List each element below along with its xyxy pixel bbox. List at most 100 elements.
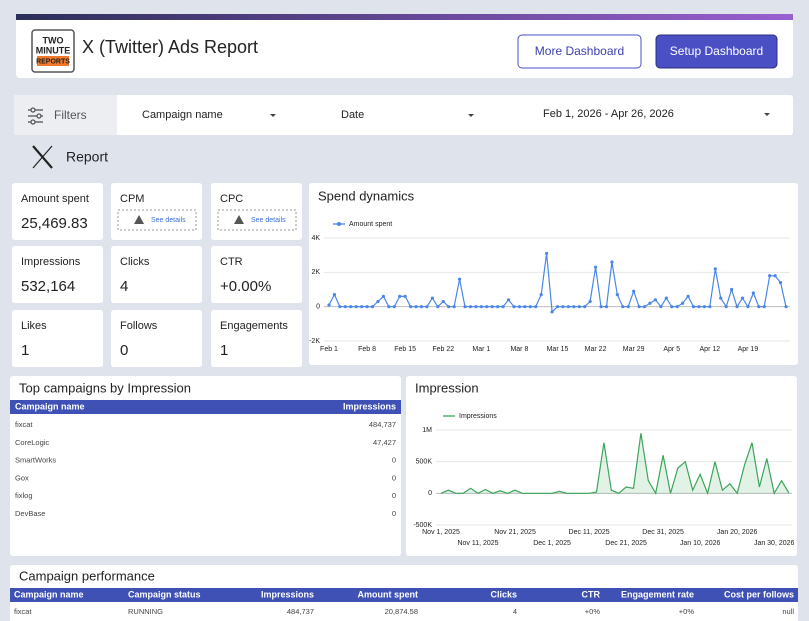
line-marker	[392, 305, 396, 309]
line-marker	[381, 294, 386, 298]
x-tick-label: Dec 21, 2025	[605, 540, 647, 547]
kpi-note: See details	[251, 217, 286, 224]
kpi-value: 0	[120, 342, 128, 359]
x-tick-label: Mar 1	[472, 346, 490, 353]
logo-text: TWO	[43, 35, 64, 45]
x-tick-label: Feb 15	[394, 346, 416, 353]
line-marker	[441, 299, 445, 304]
dropdown-arrow[interactable]	[764, 113, 770, 116]
kpi-card	[211, 246, 302, 303]
line-marker	[414, 305, 418, 309]
line-marker	[762, 305, 766, 309]
line-marker	[419, 305, 424, 309]
line-marker	[534, 305, 538, 309]
line-marker	[496, 305, 500, 309]
line-marker	[354, 305, 358, 309]
line-marker	[370, 305, 375, 309]
table-cell: 484,737	[287, 607, 314, 616]
line-marker	[490, 305, 494, 309]
line-marker	[485, 305, 489, 309]
line-marker	[528, 305, 532, 309]
filter-control[interactable]: Feb 1, 2026 - Apr 26, 2026	[543, 108, 674, 120]
line-marker	[719, 296, 723, 300]
x-tick-label: Jan 10, 2026	[680, 540, 721, 547]
report-title: X (Twitter) Ads Report	[82, 37, 258, 57]
line-marker	[457, 277, 462, 281]
chart-card	[406, 376, 797, 556]
line-marker	[670, 305, 674, 309]
kpi-label: Amount spent	[21, 193, 89, 205]
x-tick-label: Feb 8	[358, 346, 376, 353]
line-marker	[724, 305, 728, 309]
x-tick-label: Dec 11, 2025	[569, 529, 610, 536]
line-marker	[447, 305, 451, 309]
more-dashboard-button[interactable]	[517, 34, 642, 69]
chart-card	[309, 183, 798, 365]
legend-label: Impressions	[459, 413, 497, 420]
line-marker	[545, 251, 549, 256]
line-marker	[577, 305, 581, 309]
setup-dashboard-button[interactable]	[655, 34, 778, 69]
column-header: Impressions	[343, 401, 396, 411]
column-header: Clicks	[490, 589, 517, 599]
line-marker	[566, 305, 570, 309]
line-marker	[778, 281, 783, 285]
line-marker	[653, 298, 658, 302]
table-cell: fixlog	[15, 491, 33, 500]
table-cell: 0	[392, 491, 396, 500]
y-tick-label: 0	[316, 304, 320, 311]
table-cell: SmartWorks	[15, 456, 56, 465]
x-tick-label: Nov 21, 2025	[494, 529, 536, 536]
table-cell: fixcat	[14, 607, 32, 616]
kpi-value: +0.00%	[220, 278, 271, 295]
line-marker	[583, 305, 587, 309]
line-marker	[751, 291, 755, 295]
filter-control[interactable]: Date	[341, 109, 364, 121]
line-marker	[746, 305, 750, 309]
table-card	[10, 376, 401, 556]
table-cell: +0%	[585, 607, 601, 616]
kpi-label: Clicks	[120, 256, 150, 268]
y-tick-label: -500K	[413, 522, 432, 529]
header-bar	[16, 14, 793, 20]
column-header: Engagement rate	[621, 589, 694, 599]
dropdown-arrow[interactable]	[270, 114, 276, 117]
table-cell: DevBase	[15, 509, 45, 518]
table-title: Campaign performance	[19, 568, 155, 583]
line-marker	[675, 305, 679, 309]
line-marker	[691, 305, 696, 309]
button-label[interactable]: Setup Dashboard	[670, 44, 763, 58]
line-marker	[501, 305, 505, 309]
legend-marker	[337, 222, 341, 226]
line-marker	[561, 305, 565, 309]
line-marker	[479, 305, 483, 309]
line-marker	[338, 305, 342, 309]
column-header: Campaign name	[15, 401, 85, 411]
table-cell: Gox	[15, 473, 29, 482]
filter-control[interactable]: Campaign name	[142, 109, 223, 121]
line-marker	[735, 305, 739, 309]
line-marker	[409, 305, 413, 309]
line-marker	[436, 305, 440, 309]
x-tick-label: Nov 1, 2025	[422, 529, 460, 536]
kpi-value: 4	[120, 278, 128, 295]
kpi-card	[111, 310, 202, 367]
warning-icon	[134, 215, 144, 224]
chart-title: Impression	[415, 380, 479, 395]
button-label[interactable]: More Dashboard	[535, 44, 624, 58]
kpi-card	[111, 246, 202, 303]
x-tick-label: Jan 30, 2026	[754, 540, 795, 547]
table-title: Top campaigns by Impression	[19, 380, 191, 395]
warning-icon	[234, 215, 244, 224]
line-marker	[588, 299, 592, 304]
x-tick-label: Apr 5	[663, 346, 680, 353]
x-tick-label: Dec 1, 2025	[533, 540, 571, 547]
y-tick-label: 500K	[416, 459, 433, 466]
kpi-note-box	[217, 209, 297, 231]
line-marker	[642, 305, 647, 309]
dropdown-arrow[interactable]	[468, 114, 474, 117]
line-marker	[463, 305, 467, 309]
line-marker	[773, 274, 777, 278]
kpi-label: CPC	[220, 193, 243, 205]
